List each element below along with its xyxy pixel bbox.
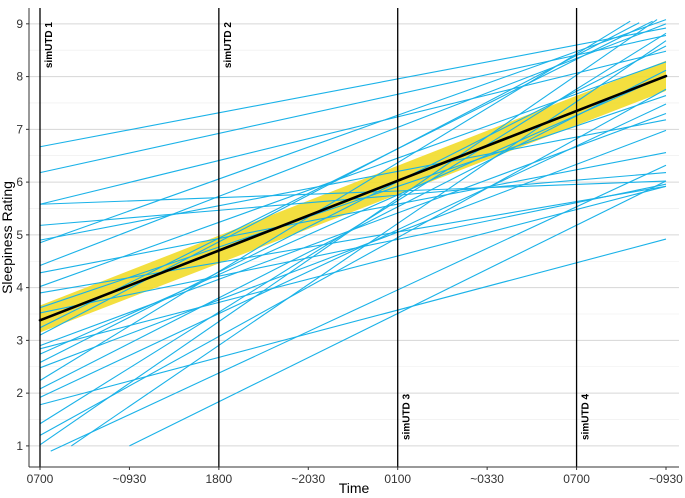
individual-line-13 (39, 20, 653, 329)
individual-line-2 (39, 34, 667, 174)
individual-line-8 (39, 23, 667, 266)
vertical-marker-label-4: simUTD 4 (581, 393, 592, 440)
individual-line-1 (39, 27, 667, 148)
mean-line-group (38, 74, 668, 322)
x-tick-label: 0100 (384, 472, 411, 486)
individual-line-16 (39, 45, 667, 364)
x-tick-label: 0700 (563, 472, 590, 486)
x-axis-title: Time (339, 480, 370, 496)
y-tick-label: 9 (16, 17, 23, 31)
individual-lines (39, 19, 667, 452)
individual-line-7 (39, 19, 667, 244)
mean-line (38, 74, 668, 322)
individual-line-9 (39, 152, 667, 274)
x-tick-label: ~0330 (470, 472, 504, 486)
x-tick-label: 1800 (206, 472, 233, 486)
individual-line-15 (39, 75, 667, 355)
individual-line-6 (39, 119, 667, 241)
individual-line-28 (39, 185, 667, 294)
y-tick-label: 3 (16, 333, 23, 347)
x-tick-label: ~0930 (113, 472, 147, 486)
ci-band (40, 60, 666, 333)
individual-line-29 (39, 113, 667, 347)
vertical-marker-label-3: simUTD 3 (402, 393, 413, 440)
individual-line-11 (39, 95, 667, 309)
x-tick-label: ~2030 (291, 472, 325, 486)
axes (28, 8, 679, 468)
individual-line-3 (39, 180, 667, 205)
y-tick-label: 7 (16, 122, 23, 136)
tick-labels: 1 2 3 4 5 6 7 8 9 0700 ~0930 1800 ~2030 0100 ~0330 0700… (16, 17, 683, 486)
individual-line-24 (39, 19, 658, 446)
vertical-markers: simUTD 1 simUTD 2 simUTD 3 simUTD 4 (39, 8, 592, 467)
individual-line-30 (39, 22, 640, 336)
individual-line-4 (39, 50, 667, 205)
x-tick-label: ~0930 (649, 472, 683, 486)
individual-line-26 (70, 40, 667, 447)
individual-line-18 (39, 20, 631, 381)
individual-line-20 (39, 103, 667, 398)
y-axis-title: Sleepiness Rating (0, 181, 15, 294)
individual-line-23 (39, 88, 667, 436)
y-tick-label: 2 (16, 386, 23, 400)
x-tick-label: 0700 (27, 472, 54, 486)
confidence-band (40, 60, 666, 333)
y-tick-label: 1 (16, 439, 23, 453)
y-tick-label: 4 (16, 281, 23, 295)
individual-line-17 (39, 129, 667, 369)
y-tick-label: 5 (16, 228, 23, 242)
vertical-marker-label-1: simUTD 1 (44, 22, 55, 69)
y-tick-label: 8 (16, 70, 23, 84)
vertical-marker-label-2: simUTD 2 (223, 22, 234, 69)
y-tick-label: 6 (16, 175, 23, 189)
individual-line-10 (39, 61, 667, 288)
individual-line-25 (50, 164, 667, 452)
